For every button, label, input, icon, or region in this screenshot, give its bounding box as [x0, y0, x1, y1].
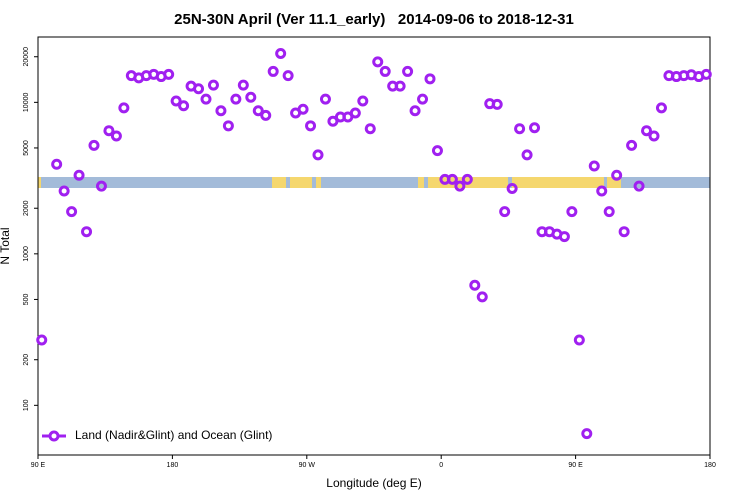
surface-band — [38, 177, 710, 188]
point — [581, 428, 593, 440]
point — [558, 231, 570, 243]
point — [372, 56, 384, 68]
point — [573, 334, 585, 346]
x-tick-label: 180 — [704, 462, 716, 469]
point — [633, 180, 645, 192]
point — [566, 206, 578, 218]
legend-label: Land (Nadir&Glint) and Ocean (Glint) — [75, 428, 272, 442]
point — [170, 95, 182, 107]
point — [461, 173, 473, 185]
point — [237, 79, 249, 91]
point — [103, 125, 115, 137]
land-band — [290, 177, 312, 188]
chart-title: 25N-30N April (Ver 11.1_early) 2014-09-0… — [174, 11, 574, 28]
point — [230, 93, 242, 105]
land-band — [316, 177, 321, 188]
point — [364, 123, 376, 135]
point — [357, 95, 369, 107]
point — [193, 83, 205, 95]
point — [349, 107, 361, 119]
x-tick-label: 90 W — [299, 462, 316, 469]
land-band — [607, 177, 621, 188]
point — [267, 65, 279, 77]
point — [469, 279, 481, 291]
point — [402, 65, 414, 77]
point — [499, 206, 511, 218]
point — [163, 68, 175, 80]
x-tick-label: 0 — [439, 462, 443, 469]
point — [491, 98, 503, 110]
point — [252, 105, 264, 117]
point — [618, 226, 630, 238]
point — [379, 65, 391, 77]
land-band — [272, 177, 286, 188]
x-tick-label: 90 E — [568, 462, 583, 469]
point — [95, 180, 107, 192]
y-tick-label: 2000 — [23, 200, 30, 216]
plot-frame — [37, 36, 711, 456]
point — [514, 123, 526, 135]
point — [394, 80, 406, 92]
point — [596, 185, 608, 197]
point — [66, 206, 78, 218]
y-tick-label: 200 — [23, 354, 30, 366]
point — [506, 182, 518, 194]
point — [700, 68, 712, 80]
y-axis-label: N Total — [0, 227, 12, 264]
point — [222, 120, 234, 132]
point — [297, 103, 309, 115]
point — [282, 70, 294, 82]
point — [648, 130, 660, 142]
land-band — [38, 177, 41, 188]
point — [245, 91, 257, 103]
point — [58, 185, 70, 197]
point — [476, 291, 488, 303]
point — [260, 109, 272, 121]
point — [588, 160, 600, 172]
point — [305, 120, 317, 132]
y-tick-label: 1000 — [23, 246, 30, 262]
point — [51, 158, 63, 170]
point — [73, 169, 85, 181]
point — [529, 122, 541, 134]
point — [215, 105, 227, 117]
ocean-band — [38, 177, 710, 188]
point — [454, 180, 466, 192]
x-axis-label: Longitude (deg E) — [326, 476, 421, 490]
point — [312, 149, 324, 161]
point — [200, 93, 212, 105]
point — [417, 93, 429, 105]
point — [88, 139, 100, 151]
point — [611, 169, 623, 181]
point — [431, 145, 443, 157]
point — [110, 130, 122, 142]
point — [207, 79, 219, 91]
y-tick-label: 100 — [23, 399, 30, 411]
y-tick-label: 10000 — [23, 93, 30, 113]
point — [319, 93, 331, 105]
point — [118, 102, 130, 114]
y-tick-label: 20000 — [23, 47, 30, 67]
land-band — [418, 177, 424, 188]
point — [409, 105, 421, 117]
x-tick-label: 90 E — [31, 462, 46, 469]
point — [178, 100, 190, 112]
point — [641, 125, 653, 137]
y-tick-label: 5000 — [23, 140, 30, 156]
point — [603, 206, 615, 218]
point — [424, 73, 436, 85]
point — [446, 173, 458, 185]
point — [81, 226, 93, 238]
point — [655, 102, 667, 114]
point — [275, 48, 287, 60]
point — [626, 139, 638, 151]
point — [36, 334, 48, 346]
y-tick-label: 500 — [23, 293, 30, 305]
legend-marker — [48, 430, 60, 442]
x-tick-label: 180 — [167, 462, 179, 469]
point — [521, 149, 533, 161]
land-band — [512, 177, 604, 188]
